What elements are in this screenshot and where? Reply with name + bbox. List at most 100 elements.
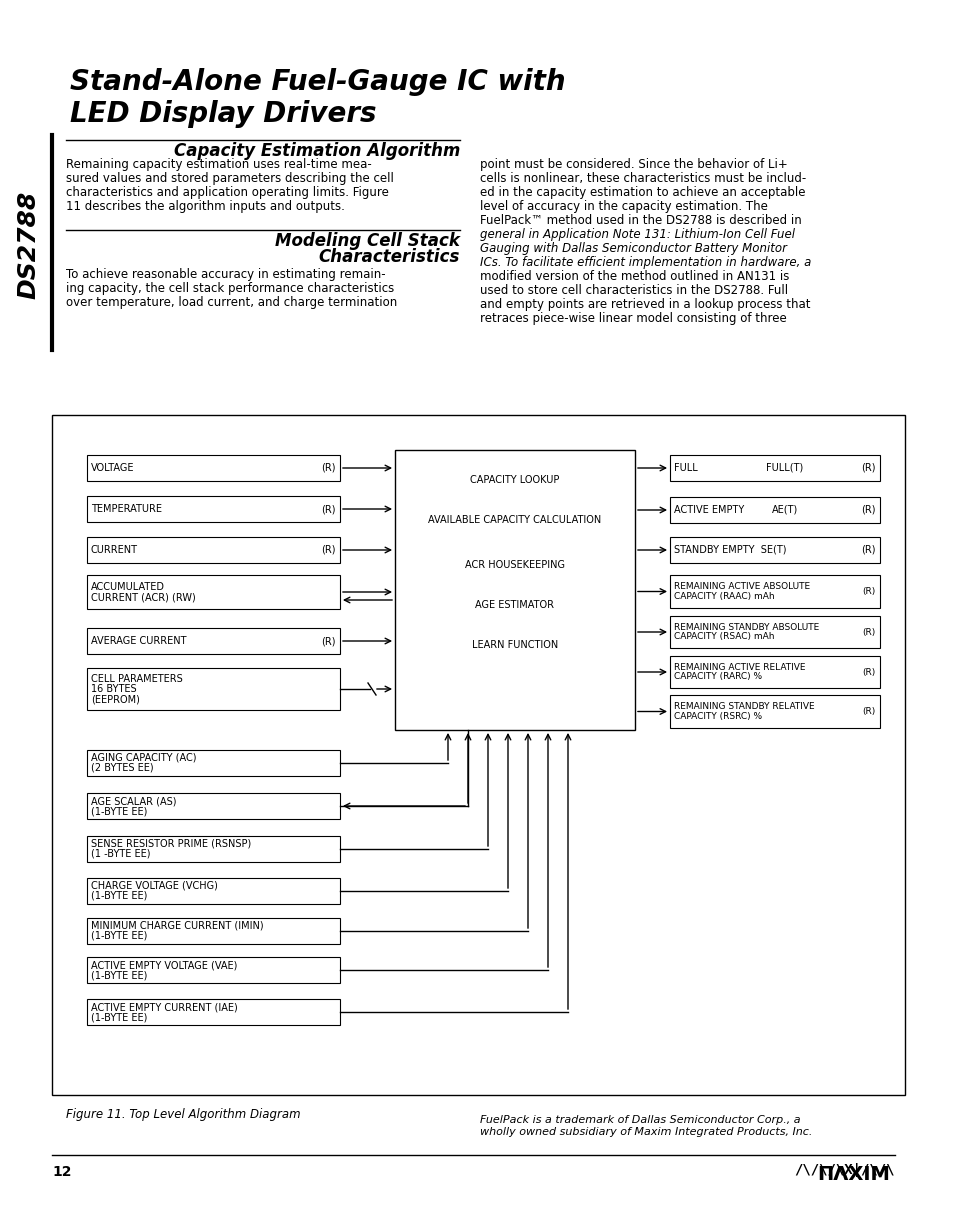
Text: SENSE RESISTOR PRIME (RSNSP): SENSE RESISTOR PRIME (RSNSP) <box>91 839 251 849</box>
Text: (R): (R) <box>321 504 335 514</box>
Text: (EEPROM): (EEPROM) <box>91 694 140 704</box>
Text: REMAINING STANDBY RELATIVE: REMAINING STANDBY RELATIVE <box>673 702 814 710</box>
Text: CAPACITY (RSRC) %: CAPACITY (RSRC) % <box>673 712 761 721</box>
Text: over temperature, load current, and charge termination: over temperature, load current, and char… <box>66 296 396 309</box>
FancyBboxPatch shape <box>395 450 635 730</box>
Text: REMAINING ACTIVE RELATIVE: REMAINING ACTIVE RELATIVE <box>673 663 804 671</box>
Text: (R): (R) <box>862 667 875 676</box>
Text: CAPACITY LOOKUP: CAPACITY LOOKUP <box>470 475 559 485</box>
FancyBboxPatch shape <box>87 918 339 944</box>
Text: AVERAGE CURRENT: AVERAGE CURRENT <box>91 636 186 645</box>
FancyBboxPatch shape <box>87 750 339 775</box>
Text: FuelPack is a trademark of Dallas Semiconductor Corp., a
wholly owned subsidiary: FuelPack is a trademark of Dallas Semico… <box>479 1115 812 1136</box>
Text: LEARN FUNCTION: LEARN FUNCTION <box>472 640 558 650</box>
Text: sured values and stored parameters describing the cell: sured values and stored parameters descr… <box>66 172 394 185</box>
Text: To achieve reasonable accuracy in estimating remain-: To achieve reasonable accuracy in estima… <box>66 267 385 281</box>
Text: (1 -BYTE EE): (1 -BYTE EE) <box>91 849 151 859</box>
Text: ΠΛΧΙΜ: ΠΛΧΙΜ <box>817 1164 889 1184</box>
FancyBboxPatch shape <box>87 999 339 1025</box>
Text: /\/\/\X|/\/\: /\/\/\X|/\/\ <box>794 1163 894 1177</box>
Text: (R): (R) <box>862 587 875 596</box>
Text: AVAILABLE CAPACITY CALCULATION: AVAILABLE CAPACITY CALCULATION <box>428 515 601 525</box>
Text: (R): (R) <box>321 545 335 555</box>
Text: (R): (R) <box>321 636 335 645</box>
Text: FuelPack™ method used in the DS2788 is described in: FuelPack™ method used in the DS2788 is d… <box>479 213 801 227</box>
Text: CELL PARAMETERS: CELL PARAMETERS <box>91 674 183 683</box>
FancyBboxPatch shape <box>87 537 339 563</box>
FancyBboxPatch shape <box>669 497 879 523</box>
Text: AGING CAPACITY (AC): AGING CAPACITY (AC) <box>91 753 196 763</box>
Text: CURRENT: CURRENT <box>91 545 138 555</box>
FancyBboxPatch shape <box>87 836 339 863</box>
Text: AGE ESTIMATOR: AGE ESTIMATOR <box>475 600 554 610</box>
Text: (R): (R) <box>861 545 875 555</box>
Text: ing capacity, the cell stack performance characteristics: ing capacity, the cell stack performance… <box>66 282 394 294</box>
Text: Capacity Estimation Algorithm: Capacity Estimation Algorithm <box>173 142 459 160</box>
Text: modified version of the method outlined in AN131 is: modified version of the method outlined … <box>479 270 788 283</box>
FancyBboxPatch shape <box>669 537 879 563</box>
Text: ACTIVE EMPTY: ACTIVE EMPTY <box>673 506 743 515</box>
Text: TEMPERATURE: TEMPERATURE <box>91 504 162 514</box>
Text: (1-BYTE EE): (1-BYTE EE) <box>91 971 147 980</box>
FancyBboxPatch shape <box>87 879 339 904</box>
Text: ACTIVE EMPTY CURRENT (IAE): ACTIVE EMPTY CURRENT (IAE) <box>91 1002 237 1012</box>
Text: CAPACITY (RAAC) mAh: CAPACITY (RAAC) mAh <box>673 591 774 601</box>
Text: STANDBY EMPTY  SE(T): STANDBY EMPTY SE(T) <box>673 545 785 555</box>
Text: ed in the capacity estimation to achieve an acceptable: ed in the capacity estimation to achieve… <box>479 187 804 199</box>
Text: LED Display Drivers: LED Display Drivers <box>70 99 376 128</box>
Text: retraces piece-wise linear model consisting of three: retraces piece-wise linear model consist… <box>479 312 786 325</box>
Text: REMAINING ACTIVE ABSOLUTE: REMAINING ACTIVE ABSOLUTE <box>673 582 809 591</box>
Text: Stand-Alone Fuel-Gauge IC with: Stand-Alone Fuel-Gauge IC with <box>70 67 565 96</box>
Text: (R): (R) <box>862 627 875 637</box>
Text: and empty points are retrieved in a lookup process that: and empty points are retrieved in a look… <box>479 298 810 310</box>
Text: (R): (R) <box>862 707 875 717</box>
Text: general in Application Note 131: Lithium-Ion Cell Fuel: general in Application Note 131: Lithium… <box>479 228 794 240</box>
Text: 16 BYTES: 16 BYTES <box>91 683 136 694</box>
Text: (1-BYTE EE): (1-BYTE EE) <box>91 1012 147 1022</box>
Text: CHARGE VOLTAGE (VCHG): CHARGE VOLTAGE (VCHG) <box>91 881 217 891</box>
FancyBboxPatch shape <box>87 793 339 818</box>
Text: AGE SCALAR (AS): AGE SCALAR (AS) <box>91 796 176 806</box>
Text: 12: 12 <box>52 1164 71 1179</box>
Text: (1-BYTE EE): (1-BYTE EE) <box>91 891 147 901</box>
Text: used to store cell characteristics in the DS2788. Full: used to store cell characteristics in th… <box>479 283 787 297</box>
Text: Gauging with Dallas Semiconductor Battery Monitor: Gauging with Dallas Semiconductor Batter… <box>479 242 786 255</box>
Text: characteristics and application operating limits. Figure: characteristics and application operatin… <box>66 187 389 199</box>
Text: (1-BYTE EE): (1-BYTE EE) <box>91 806 147 816</box>
Text: point must be considered. Since the behavior of Li+: point must be considered. Since the beha… <box>479 158 787 171</box>
FancyBboxPatch shape <box>87 667 339 710</box>
FancyBboxPatch shape <box>87 455 339 481</box>
FancyBboxPatch shape <box>87 575 339 609</box>
Text: ACCUMULATED: ACCUMULATED <box>91 582 165 591</box>
Text: CURRENT (ACR) (RW): CURRENT (ACR) (RW) <box>91 591 195 602</box>
Text: FULL(T): FULL(T) <box>765 463 802 472</box>
Text: REMAINING STANDBY ABSOLUTE: REMAINING STANDBY ABSOLUTE <box>673 622 819 632</box>
Text: Modeling Cell Stack: Modeling Cell Stack <box>274 232 459 250</box>
FancyBboxPatch shape <box>669 575 879 609</box>
Text: DS2788: DS2788 <box>16 191 40 299</box>
Text: (R): (R) <box>861 463 875 472</box>
FancyBboxPatch shape <box>669 656 879 688</box>
Text: AE(T): AE(T) <box>771 506 798 515</box>
Text: (R): (R) <box>861 506 875 515</box>
FancyBboxPatch shape <box>669 455 879 481</box>
Text: cells is nonlinear, these characteristics must be includ-: cells is nonlinear, these characteristic… <box>479 172 805 185</box>
Text: ICs. To facilitate efficient implementation in hardware, a: ICs. To facilitate efficient implementat… <box>479 256 810 269</box>
Text: (R): (R) <box>321 463 335 472</box>
Text: FULL: FULL <box>673 463 697 472</box>
FancyBboxPatch shape <box>52 415 904 1094</box>
Text: (2 BYTES EE): (2 BYTES EE) <box>91 763 153 773</box>
Text: Figure 11. Top Level Algorithm Diagram: Figure 11. Top Level Algorithm Diagram <box>66 1108 300 1121</box>
FancyBboxPatch shape <box>669 616 879 648</box>
Text: ACR HOUSEKEEPING: ACR HOUSEKEEPING <box>464 560 564 571</box>
FancyBboxPatch shape <box>87 496 339 521</box>
Text: CAPACITY (RSAC) mAh: CAPACITY (RSAC) mAh <box>673 632 774 642</box>
Text: 11 describes the algorithm inputs and outputs.: 11 describes the algorithm inputs and ou… <box>66 200 345 213</box>
Text: CAPACITY (RARC) %: CAPACITY (RARC) % <box>673 672 761 681</box>
Text: MINIMUM CHARGE CURRENT (IMIN): MINIMUM CHARGE CURRENT (IMIN) <box>91 921 263 931</box>
Text: Remaining capacity estimation uses real-time mea-: Remaining capacity estimation uses real-… <box>66 158 372 171</box>
Text: (1-BYTE EE): (1-BYTE EE) <box>91 931 147 941</box>
Text: Characteristics: Characteristics <box>318 248 459 266</box>
FancyBboxPatch shape <box>87 628 339 654</box>
FancyBboxPatch shape <box>669 694 879 728</box>
